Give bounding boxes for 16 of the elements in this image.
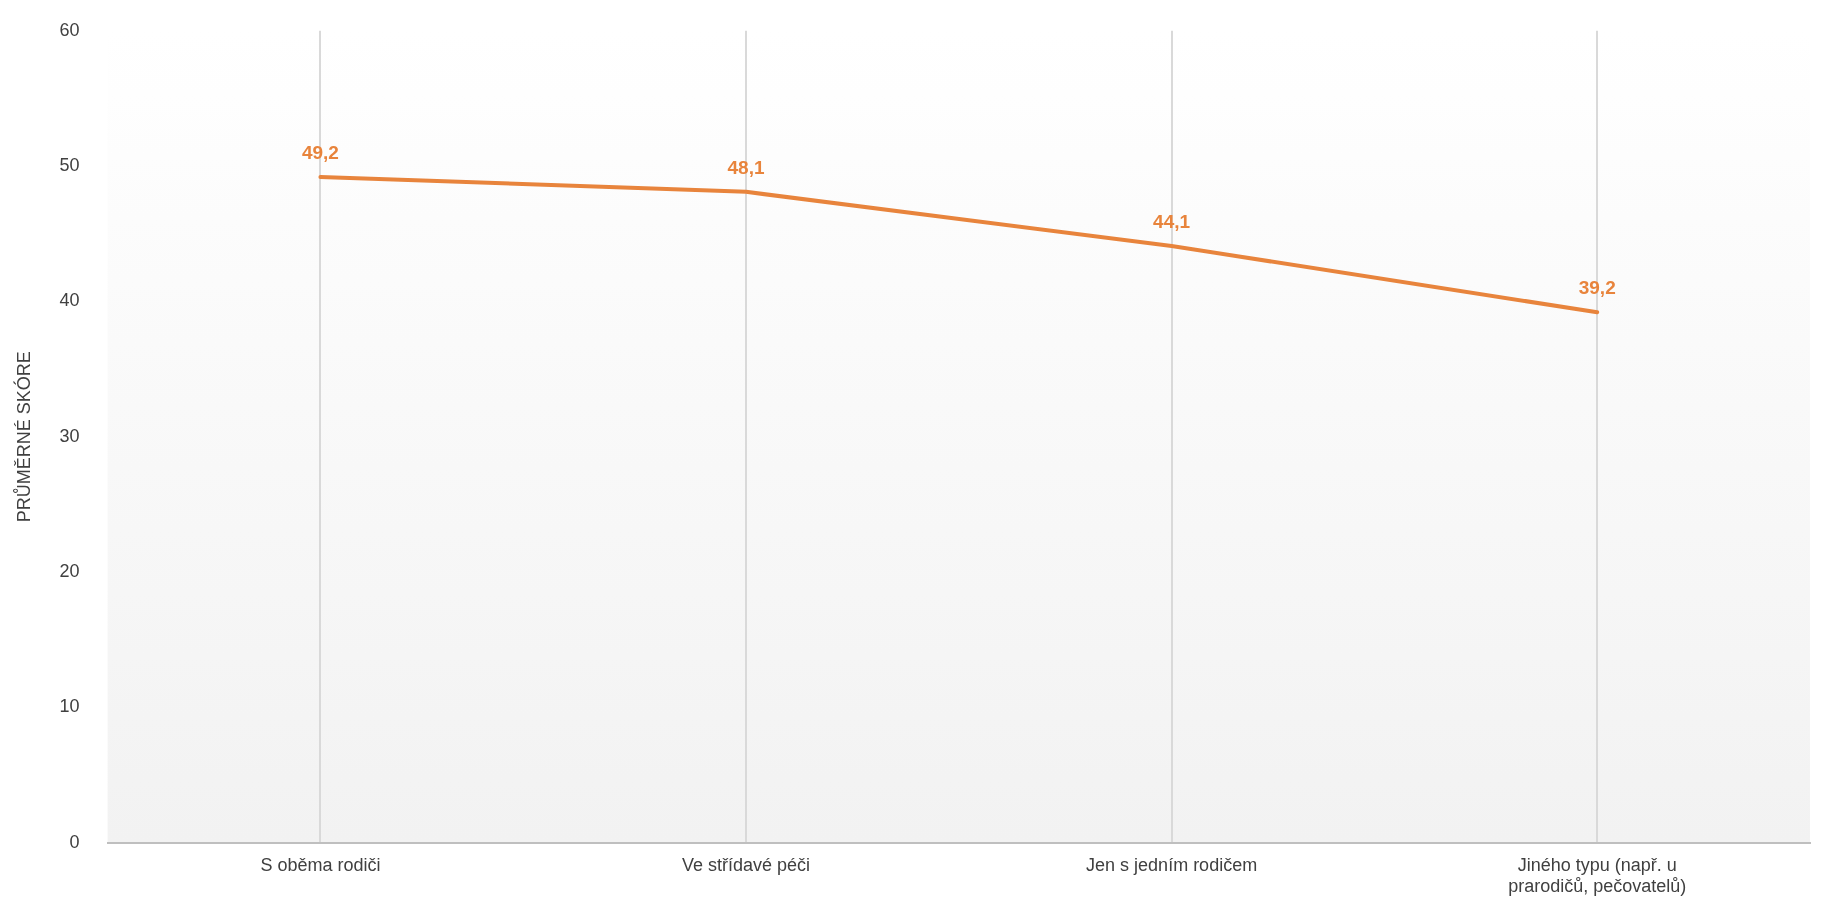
x-tick-label: S oběma rodiči (260, 854, 381, 875)
text: 49,2 (301, 141, 339, 163)
y-tick-label: 20 (59, 561, 80, 582)
x-tick-label: Jen s jedním rodičem (1086, 854, 1258, 875)
text: 44,1 (1153, 210, 1191, 232)
text: 48,1 (727, 156, 765, 178)
y-tick-label: 0 (69, 831, 80, 852)
y-tick-label: 60 (59, 19, 80, 40)
y-tick-label: 30 (59, 425, 80, 446)
y-tick-label: 40 (59, 290, 80, 311)
x-tick-label: Jiného typu (např. u prarodičů, pečovatelů) (1508, 854, 1687, 897)
text: 39,2 (1578, 277, 1616, 299)
y-tick-label: 50 (59, 155, 80, 176)
y-tick-label: 10 (59, 696, 80, 717)
y-axis-title: PRŮMĚRNÉ SKÓRE (12, 351, 34, 523)
x-tick-label: Ve střídavé péči (681, 854, 811, 875)
